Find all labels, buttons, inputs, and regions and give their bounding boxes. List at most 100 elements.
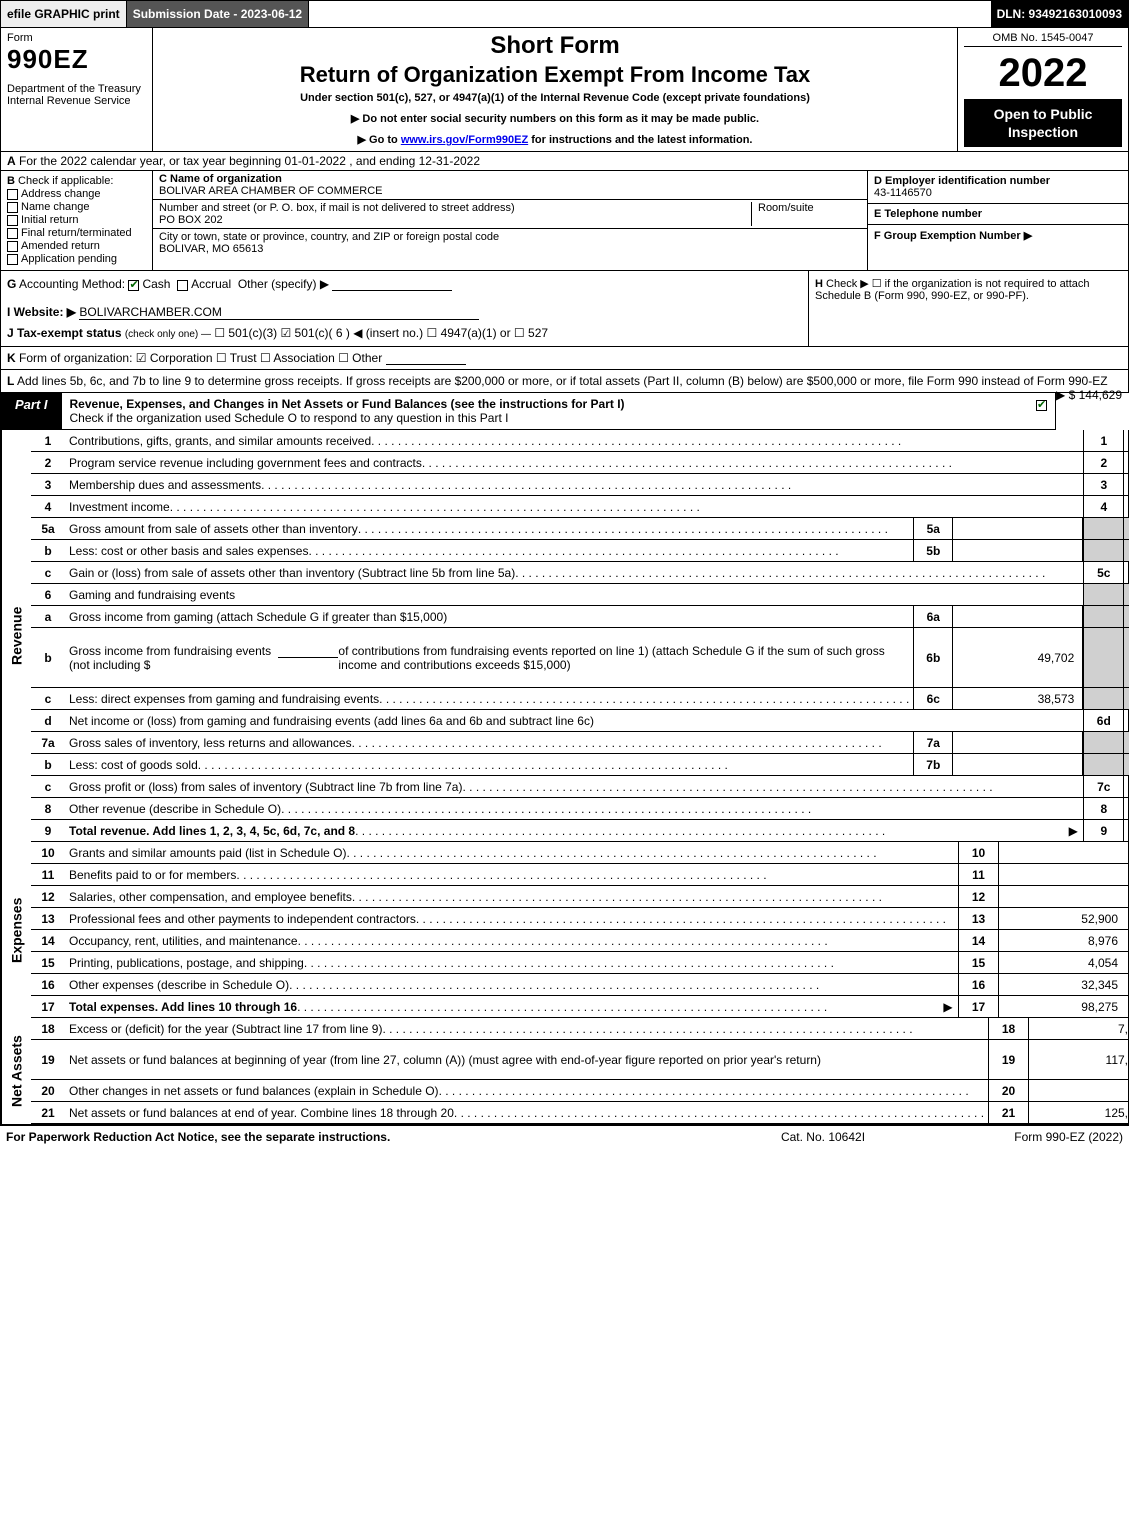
ln16-num: 16 [31,974,65,995]
ln4-val: 45 [1123,496,1129,517]
chk-application-pending[interactable]: Application pending [7,253,146,265]
ln1-desc: Contributions, gifts, grants, and simila… [65,430,1083,451]
ln2-num: 2 [31,452,65,473]
ln9-rn: 9 [1083,820,1123,841]
ln14-rn: 14 [958,930,998,951]
ln3-num: 3 [31,474,65,495]
ln9-desc: Total revenue. Add lines 1, 2, 3, 4, 5c,… [65,820,1063,841]
ln8-desc: Other revenue (describe in Schedule O) [65,798,1083,819]
ln5a-mn: 5a [913,518,953,539]
ln6b-num: b [31,628,65,687]
line-5a: 5a Gross amount from sale of assets othe… [31,518,1129,540]
ln10-num: 10 [31,842,65,863]
street-value: PO BOX 202 [159,214,223,226]
ln10-desc: Grants and similar amounts paid (list in… [65,842,958,863]
ln5b-num: b [31,540,65,561]
form-header: Form 990EZ Department of the Treasury In… [0,28,1129,152]
ln6b-mv: 49,702 [953,628,1083,687]
group-exemption-label: F Group Exemption Number ▶ [874,230,1032,242]
line-6b: b Gross income from fundraising events (… [31,628,1129,688]
ln3-val: 94,882 [1123,474,1129,495]
row-j: J Tax-exempt status (check only one) — ☐… [7,326,802,340]
row-gh: G Accounting Method: Cash Accrual Other … [0,271,1129,347]
row-l-value: ▶ $ 144,629 [1056,388,1122,402]
street-cell: Number and street (or P. O. box, if mail… [153,200,867,229]
ln7b-mn: 7b [913,754,953,775]
col-b-label: B [7,175,15,187]
ln6a-val-shade [1123,606,1129,627]
ln6b-mn: 6b [913,628,953,687]
ln5b-val-shade [1123,540,1129,561]
ln1-num: 1 [31,430,65,451]
ln14-desc: Occupancy, rent, utilities, and maintena… [65,930,958,951]
city-value: BOLIVAR, MO 65613 [159,243,263,255]
row-i-label: I Website: ▶ [7,305,76,319]
chk-accrual[interactable] [177,280,188,291]
ln7c-rn: 7c [1083,776,1123,797]
inspection-badge: Open to Public Inspection [964,99,1122,147]
chk-final-return[interactable]: Final return/terminated [7,227,146,239]
netassets-section: Net Assets 18 Excess or (deficit) for th… [1,1018,1128,1124]
row-j-sub: (check only one) — [125,329,211,340]
page-footer: For Paperwork Reduction Act Notice, see … [0,1124,1129,1148]
ln15-num: 15 [31,952,65,973]
ln7c-num: c [31,776,65,797]
ln7a-mn: 7a [913,732,953,753]
ln6b-desc: Gross income from fundraising events (no… [65,628,913,687]
website-value: BOLIVARCHAMBER.COM [79,305,479,320]
ln19-val: 117,762 [1028,1040,1129,1079]
ln3-rn: 3 [1083,474,1123,495]
ln6c-num: c [31,688,65,709]
row-a-label: A [7,154,16,168]
chk-amended-return[interactable]: Amended return [7,240,146,252]
ln16-val: 32,345 [998,974,1128,995]
row-l: L Add lines 5b, 6c, and 7b to line 9 to … [0,370,1129,393]
row-h-label: H [815,278,823,290]
ln12-val [998,886,1128,907]
line-3: 3 Membership dues and assessments 3 94,8… [31,474,1129,496]
ln10-rn: 10 [958,842,998,863]
col-b-heading: Check if applicable: [18,175,113,187]
ein-cell: D Employer identification number 43-1146… [868,171,1128,204]
ln6c-desc: Less: direct expenses from gaming and fu… [65,688,913,709]
ln6d-val: 11,129 [1123,710,1129,731]
row-i: I Website: ▶ BOLIVARCHAMBER.COM [7,305,802,320]
city-label: City or town, state or province, country… [159,231,499,243]
lbl-accrual: Accrual [191,277,231,291]
row-k-other-line[interactable] [386,364,466,365]
chk-name-change[interactable]: Name change [7,201,146,213]
netassets-side-label: Net Assets [1,1018,31,1124]
line-17: 17 Total expenses. Add lines 10 through … [31,996,1128,1018]
group-exemption-cell: F Group Exemption Number ▶ [868,225,1128,246]
part1-grid: Revenue 1 Contributions, gifts, grants, … [0,430,1129,1124]
chk-cash[interactable] [128,280,139,291]
form-number: 990EZ [7,44,146,75]
top-bar: efile GRAPHIC print Submission Date - 20… [0,0,1129,28]
line-8: 8 Other revenue (describe in Schedule O)… [31,798,1129,820]
chk-initial-return[interactable]: Initial return [7,214,146,226]
expenses-section: Expenses 10 Grants and similar amounts p… [1,842,1128,1018]
part1-schedule-o-check[interactable] [1031,393,1055,429]
line-21: 21 Net assets or fund balances at end of… [31,1102,1129,1124]
ln6d-rn: 6d [1083,710,1123,731]
other-specify-line[interactable] [332,290,452,291]
row-j-label: J Tax-exempt status [7,326,122,340]
col-b: B Check if applicable: Address change Na… [1,171,153,270]
ln6-val-shade [1123,584,1129,605]
ln20-desc: Other changes in net assets or fund bala… [65,1080,988,1101]
chk-address-change[interactable]: Address change [7,188,146,200]
submission-date: Submission Date - 2023-06-12 [127,1,309,27]
ln19-rn: 19 [988,1040,1028,1079]
ln6d-desc: Net income or (loss) from gaming and fun… [65,710,1083,731]
ln6b-blank[interactable] [278,657,338,658]
irs-link[interactable]: www.irs.gov/Form990EZ [401,134,528,146]
row-k-text: Form of organization: ☑ Corporation ☐ Tr… [19,351,382,365]
dln-label: DLN: 93492163010093 [991,1,1128,27]
efile-print-button[interactable]: efile GRAPHIC print [1,1,127,27]
ln6-rn-shade [1083,584,1123,605]
ln7a-val-shade [1123,732,1129,753]
ln11-rn: 11 [958,864,998,885]
ln9-val: 106,056 [1123,820,1129,841]
expenses-side-label: Expenses [1,842,31,1018]
ln5b-rn-shade [1083,540,1123,561]
